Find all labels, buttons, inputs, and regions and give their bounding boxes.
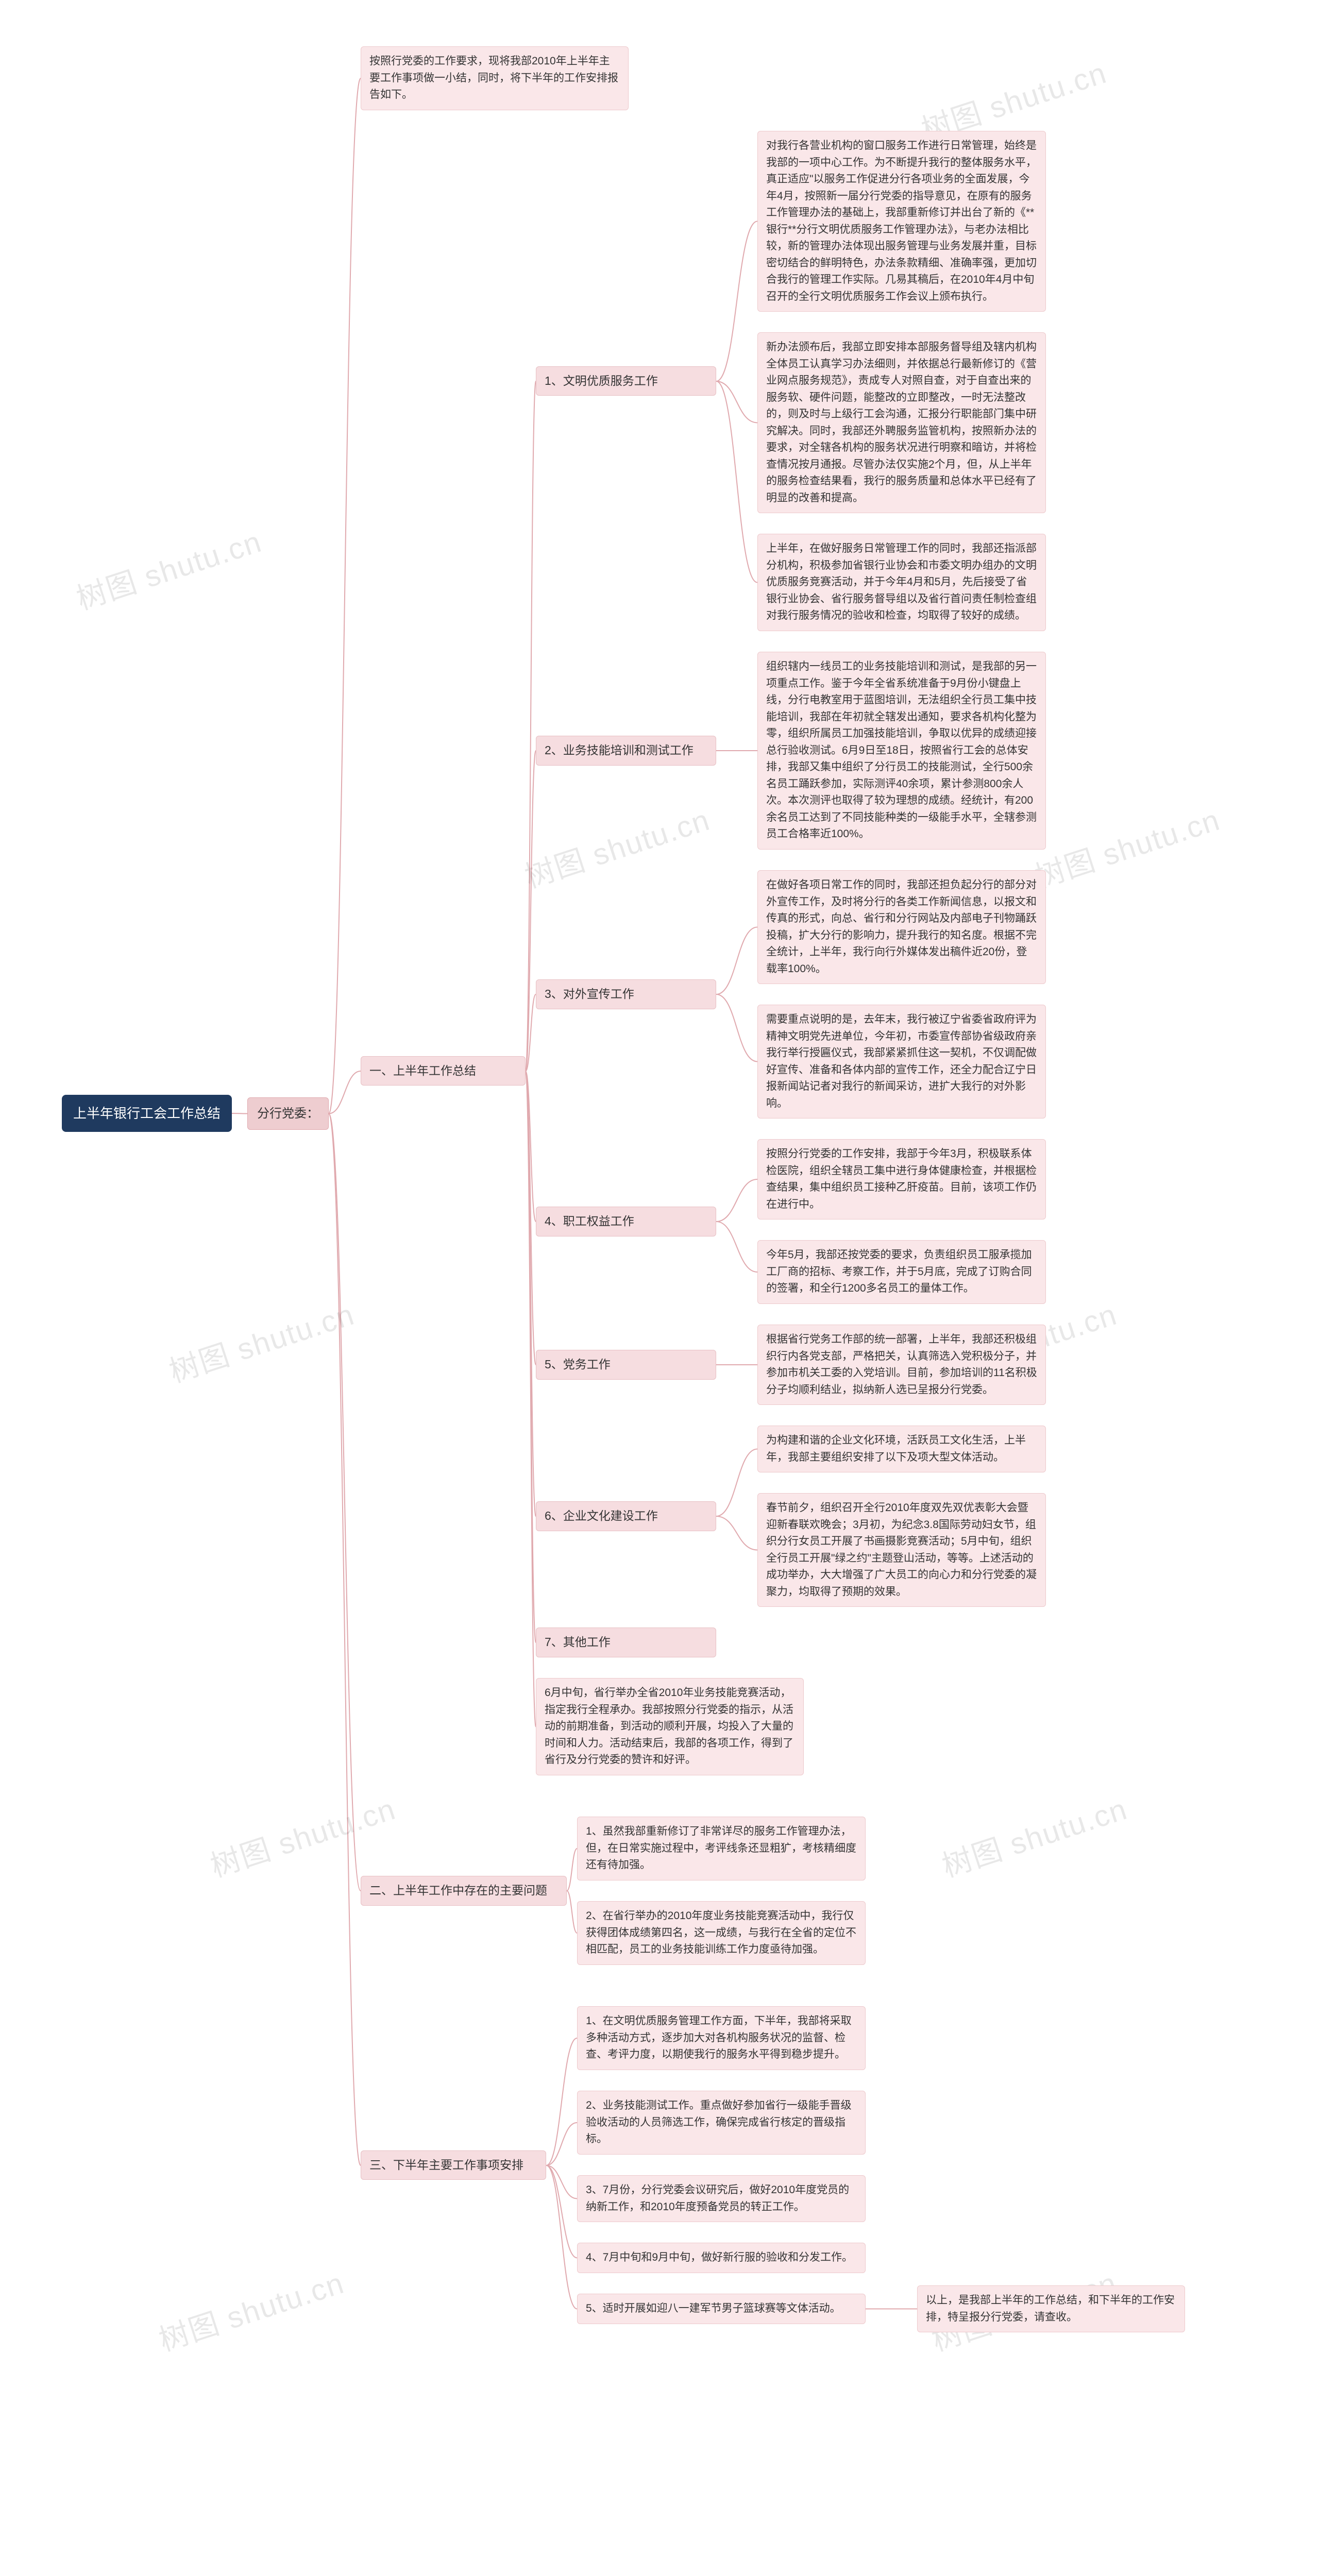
root: 上半年银行工会工作总结 xyxy=(62,1095,232,1132)
section1-item1-leaf2: 新办法颁布后，我部立即安排本部服务督导组及辖内机构全体员工认真学习办法细则，并依… xyxy=(757,332,1046,513)
mindmap-canvas: 树图 shutu.cn 树图 shutu.cn 树图 shutu.cn 树图 shut… xyxy=(0,0,1319,2576)
section1-tail: 6月中旬，省行举办全省2010年业务技能竞赛活动，指定我行全程承办。我部按照分行… xyxy=(536,1678,804,1775)
section1-item3-leaf1: 在做好各项日常工作的同时，我部还担负起分行的部分对外宣传工作，及时将分行的各类工… xyxy=(757,870,1046,984)
section1-item4-leaf1: 按照分行党委的工作安排，我部于今年3月，积极联系体检医院，组织全辖员工集中进行身… xyxy=(757,1139,1046,1219)
section3-leaf1: 1、在文明优质服务管理工作方面，下半年，我部将采取多种活动方式，逐步加大对各机构… xyxy=(577,2006,866,2070)
hub: 分行党委： xyxy=(247,1097,329,1130)
watermark: 树图 shutu.cn xyxy=(936,1785,1132,1885)
watermark: 树图 shutu.cn xyxy=(1028,795,1225,896)
section1-item5-leaf1: 根据省行党务工作部的统一部署，上半年，我部还积极组织行内各党支部，严格把关，认真… xyxy=(757,1325,1046,1405)
section1-item4: 4、职工权益工作 xyxy=(536,1207,716,1236)
closing-block: 以上，是我部上半年的工作总结，和下半年的工作安排，特呈报分行党委，请查收。 xyxy=(917,2285,1185,2332)
section2-leaf1: 1、虽然我部重新修订了非常详尽的服务工作管理办法，但，在日常实施过程中，考评线条… xyxy=(577,1817,866,1880)
watermark: 树图 shutu.cn xyxy=(518,795,715,896)
section1-item6-leaf1: 为构建和谐的企业文化环境，活跃员工文化生活，上半年，我部主要组织安排了以下及项大… xyxy=(757,1426,1046,1472)
section1-item6-leaf2: 春节前夕，组织召开全行2010年度双先双优表彰大会暨迎新春联欢晚会；3月初，为纪… xyxy=(757,1493,1046,1607)
section3: 三、下半年主要工作事项安排 xyxy=(361,2150,546,2180)
section1-item3-leaf2: 需要重点说明的是，去年末，我行被辽宁省委省政府评为精神文明党先进单位，今年初，市… xyxy=(757,1005,1046,1118)
intro-block: 按照行党委的工作要求，现将我部2010年上半年主要工作事项做一小结，同时，将下半… xyxy=(361,46,629,110)
section1-item4-leaf2: 今年5月，我部还按党委的要求，负责组织员工服承揽加工厂商的招标、考察工作，并于5… xyxy=(757,1240,1046,1304)
section1-item1-leaf1: 对我行各营业机构的窗口服务工作进行日常管理，始终是我部的一项中心工作。为不断提升… xyxy=(757,131,1046,312)
section1-item7: 7、其他工作 xyxy=(536,1628,716,1657)
section1-item2-leaf1: 组织辖内一线员工的业务技能培训和测试，是我部的另一项重点工作。鉴于今年全省系统准… xyxy=(757,652,1046,850)
section1: 一、上半年工作总结 xyxy=(361,1056,526,1086)
section1-item1-leaf3: 上半年，在做好服务日常管理工作的同时，我部还指派部分机构，积极参加省银行业协会和… xyxy=(757,534,1046,631)
watermark: 树图 shutu.cn xyxy=(153,2259,349,2359)
section1-item2: 2、业务技能培训和测试工作 xyxy=(536,736,716,766)
section1-item3: 3、对外宣传工作 xyxy=(536,979,716,1009)
section3-leaf5: 5、适时开展如迎八一建军节男子篮球赛等文体活动。 xyxy=(577,2294,866,2324)
section1-item1: 1、文明优质服务工作 xyxy=(536,366,716,396)
section2: 二、上半年工作中存在的主要问题 xyxy=(361,1876,567,1906)
section3-leaf4: 4、7月中旬和9月中旬，做好新行服的验收和分发工作。 xyxy=(577,2243,866,2273)
watermark: 树图 shutu.cn xyxy=(204,1785,400,1885)
section3-leaf2: 2、业务技能测试工作。重点做好参加省行一级能手晋级验收活动的人员筛选工作，确保完… xyxy=(577,2091,866,2155)
section3-leaf3: 3、7月份，分行党委会议研究后，做好2010年度党员的纳新工作，和2010年度预… xyxy=(577,2175,866,2222)
watermark: 树图 shutu.cn xyxy=(70,517,266,618)
section2-leaf2: 2、在省行举办的2010年度业务技能竞赛活动中，我行仅获得团体成绩第四名，这一成… xyxy=(577,1901,866,1965)
section1-item5: 5、党务工作 xyxy=(536,1350,716,1380)
watermark: 树图 shutu.cn xyxy=(163,1290,359,1391)
section1-item6: 6、企业文化建设工作 xyxy=(536,1501,716,1531)
